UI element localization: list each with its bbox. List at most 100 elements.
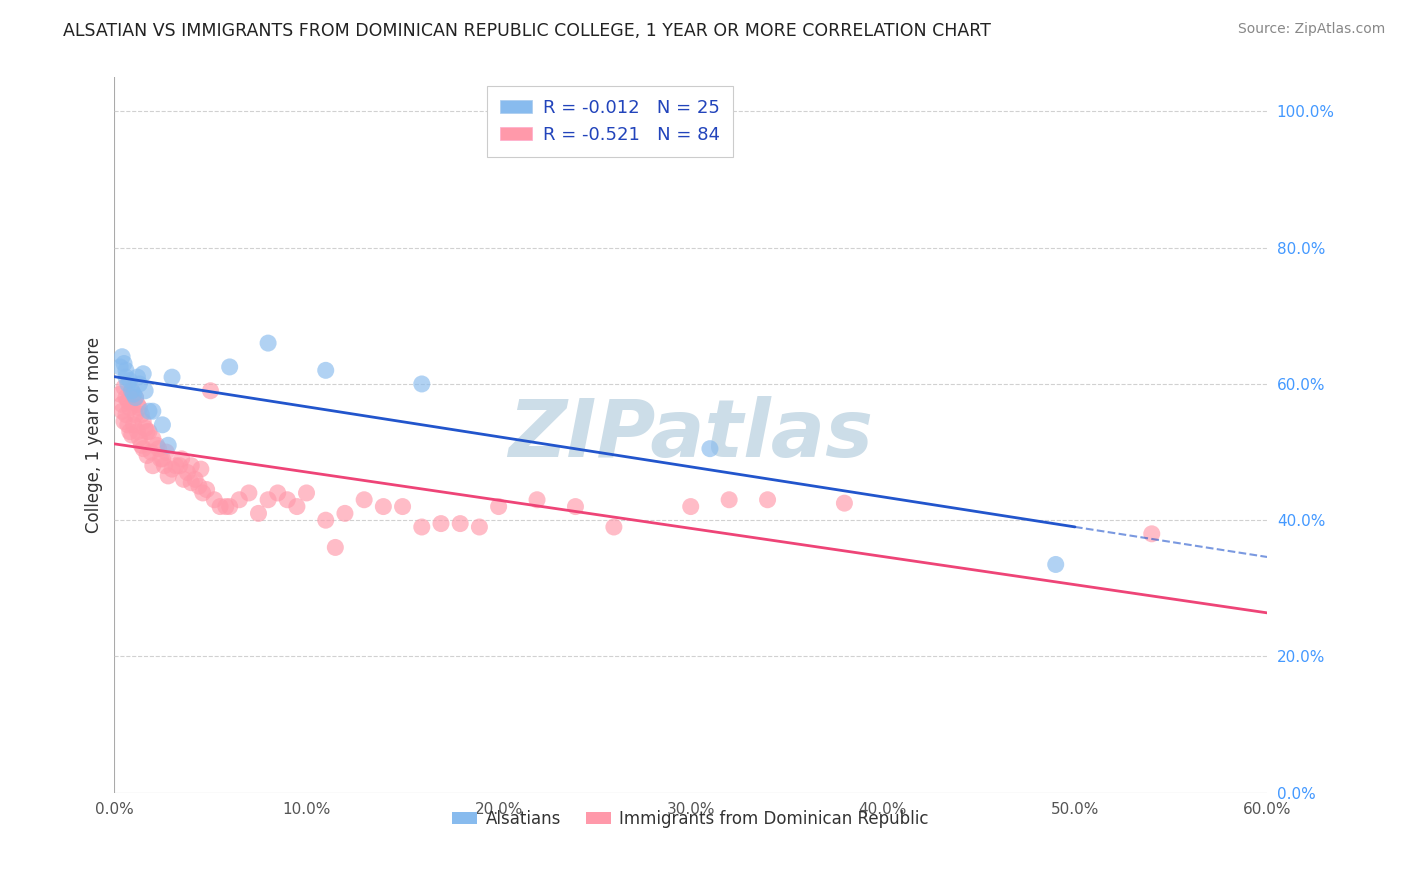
Point bbox=[108, 387, 131, 401]
Point bbox=[411, 520, 433, 534]
Point bbox=[128, 376, 150, 391]
Point bbox=[112, 357, 135, 371]
Legend: Alsatians, Immigrants from Dominican Republic: Alsatians, Immigrants from Dominican Rep… bbox=[446, 803, 935, 834]
Point bbox=[152, 451, 174, 466]
Point bbox=[315, 513, 337, 527]
Point bbox=[173, 472, 195, 486]
Point bbox=[117, 394, 139, 409]
Y-axis label: College, 1 year or more: College, 1 year or more bbox=[86, 337, 103, 533]
Point bbox=[124, 391, 146, 405]
Point bbox=[136, 425, 159, 439]
Point bbox=[121, 428, 143, 442]
Point bbox=[333, 507, 356, 521]
Point bbox=[202, 492, 225, 507]
Point bbox=[180, 458, 202, 473]
Text: ZIPatlas: ZIPatlas bbox=[508, 396, 873, 474]
Point bbox=[111, 397, 134, 411]
Point bbox=[122, 387, 145, 401]
Point bbox=[228, 492, 250, 507]
Point bbox=[117, 376, 139, 391]
Point bbox=[148, 442, 170, 456]
Point bbox=[157, 438, 180, 452]
Point bbox=[176, 466, 198, 480]
Text: ALSATIAN VS IMMIGRANTS FROM DOMINICAN REPUBLIC COLLEGE, 1 YEAR OR MORE CORRELATI: ALSATIAN VS IMMIGRANTS FROM DOMINICAN RE… bbox=[63, 22, 991, 40]
Point bbox=[238, 486, 260, 500]
Point bbox=[325, 541, 347, 555]
Point bbox=[136, 449, 159, 463]
Point bbox=[603, 520, 626, 534]
Point bbox=[108, 359, 131, 374]
Point bbox=[170, 451, 193, 466]
Point bbox=[218, 359, 240, 374]
Point bbox=[257, 492, 280, 507]
Point bbox=[124, 408, 146, 422]
Point bbox=[157, 469, 180, 483]
Point bbox=[121, 384, 143, 398]
Point bbox=[165, 458, 187, 473]
Point bbox=[718, 492, 741, 507]
Point bbox=[190, 462, 212, 476]
Point bbox=[564, 500, 586, 514]
Point bbox=[218, 500, 240, 514]
Point bbox=[111, 404, 134, 418]
Point bbox=[187, 479, 209, 493]
Point bbox=[756, 492, 779, 507]
Point bbox=[153, 458, 176, 473]
Point bbox=[124, 391, 146, 405]
Point bbox=[127, 370, 149, 384]
Point bbox=[200, 384, 222, 398]
Point bbox=[132, 414, 155, 428]
Point bbox=[1140, 526, 1163, 541]
Point bbox=[155, 445, 177, 459]
Point bbox=[209, 500, 232, 514]
Point bbox=[295, 486, 318, 500]
Point bbox=[127, 425, 149, 439]
Point bbox=[142, 432, 165, 446]
Point bbox=[699, 442, 721, 456]
Point bbox=[138, 404, 160, 418]
Point bbox=[373, 500, 395, 514]
Point bbox=[353, 492, 375, 507]
Point bbox=[115, 391, 138, 405]
Point bbox=[315, 363, 337, 377]
Point bbox=[138, 425, 160, 439]
Point bbox=[127, 397, 149, 411]
Point bbox=[169, 458, 191, 473]
Point bbox=[139, 445, 162, 459]
Point bbox=[488, 500, 510, 514]
Point bbox=[247, 507, 270, 521]
Point bbox=[195, 483, 218, 497]
Point bbox=[184, 472, 207, 486]
Point bbox=[118, 374, 141, 388]
Point bbox=[160, 370, 183, 384]
Point bbox=[145, 438, 167, 452]
Point bbox=[122, 394, 145, 409]
Point bbox=[112, 414, 135, 428]
Point bbox=[132, 367, 155, 381]
Point bbox=[149, 451, 172, 466]
Point bbox=[257, 336, 280, 351]
Point bbox=[132, 442, 155, 456]
Point bbox=[267, 486, 290, 500]
Point bbox=[142, 458, 165, 473]
Point bbox=[111, 350, 134, 364]
Point bbox=[131, 438, 153, 452]
Point bbox=[117, 417, 139, 432]
Point bbox=[391, 500, 413, 514]
Point bbox=[160, 462, 183, 476]
Point bbox=[152, 417, 174, 432]
Text: Source: ZipAtlas.com: Source: ZipAtlas.com bbox=[1237, 22, 1385, 37]
Point bbox=[468, 520, 491, 534]
Point bbox=[430, 516, 453, 531]
Point bbox=[131, 408, 153, 422]
Point bbox=[411, 376, 433, 391]
Point bbox=[118, 425, 141, 439]
Point bbox=[115, 363, 138, 377]
Point bbox=[142, 404, 165, 418]
Point bbox=[1045, 558, 1067, 572]
Point bbox=[834, 496, 856, 510]
Point bbox=[122, 417, 145, 432]
Point bbox=[191, 486, 214, 500]
Point bbox=[128, 401, 150, 415]
Point bbox=[526, 492, 548, 507]
